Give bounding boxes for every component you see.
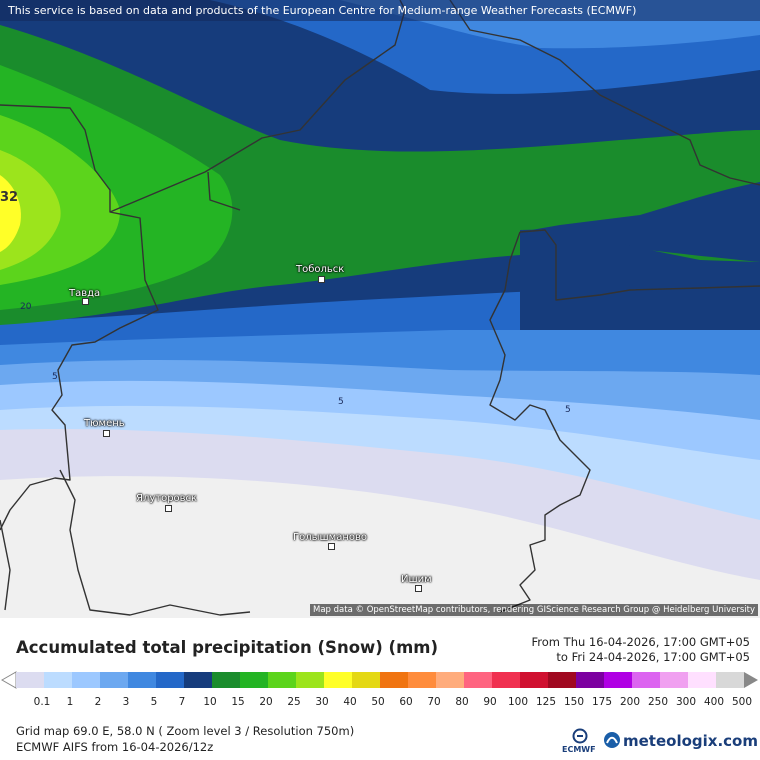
legend-tick-300: 300: [675, 696, 697, 708]
map-title: Accumulated total precipitation (Snow) (…: [16, 638, 439, 657]
band-30: [0, 150, 61, 270]
city-label-tavda: Тавда: [69, 288, 101, 299]
city-marker-ishim: [415, 585, 422, 592]
ecmwf-banner: This service is based on data and produc…: [0, 0, 760, 21]
legend-cell-3: [100, 672, 129, 688]
band-10-east-2: [520, 229, 760, 330]
legend-tick-25: 25: [287, 696, 301, 708]
legend-tick-15: 15: [231, 696, 245, 708]
legend-cell-10: [184, 672, 213, 688]
color-legend: [0, 671, 758, 689]
legend-arrow-max: [744, 672, 758, 688]
legend-tick-40: 40: [343, 696, 357, 708]
legend-cell-250: [632, 672, 661, 688]
legend-cell-80: [436, 672, 465, 688]
legend-tick-200: 200: [619, 696, 641, 708]
legend-tick-7: 7: [178, 696, 186, 708]
legend-cell-1: [44, 672, 73, 688]
legend-cell-60: [380, 672, 409, 688]
legend-tick-10: 10: [203, 696, 217, 708]
legend-cell-5: [128, 672, 157, 688]
legend-tick-50: 50: [371, 696, 385, 708]
legend-tick-0.1: 0.1: [33, 696, 51, 708]
precipitation-map[interactable]: This service is based on data and produc…: [0, 0, 760, 618]
model-info: ECMWF AIFS from 16-04-2026/12z: [16, 740, 214, 754]
contour-label-5-east: 5: [565, 405, 571, 415]
legend-cell-2: [72, 672, 101, 688]
city-label-tobolsk: Тобольск: [296, 264, 345, 275]
region-borders: [0, 0, 760, 616]
legend-cell-100: [492, 672, 521, 688]
legend-tick-20: 20: [259, 696, 273, 708]
legend-cell-15: [212, 672, 241, 688]
legend-tick-125: 125: [535, 696, 557, 708]
legend-cell-7: [156, 672, 185, 688]
city-marker-yalutorovsk: [165, 505, 172, 512]
legend-cell-300: [660, 672, 689, 688]
legend-cell-0.1: [16, 672, 45, 688]
city-marker-golyshmanovo: [328, 543, 335, 550]
legend-cell-20: [240, 672, 269, 688]
legend-cell-200: [604, 672, 633, 688]
legend-tick-150: 150: [563, 696, 585, 708]
legend-tick-175: 175: [591, 696, 613, 708]
legend-tick-60: 60: [399, 696, 413, 708]
legend-tick-labels: 0.1 1 2 3 5 7 10 15 20 25 30 40 50 60 70 80 90 100 125 150 1…: [0, 696, 760, 710]
city-label-tyumen: Тюмень: [84, 418, 125, 429]
legend-cell-50: [352, 672, 381, 688]
meteologix-link[interactable]: meteologix.com: [623, 732, 758, 750]
legend-cell-40: [324, 672, 353, 688]
contour-label-5-west: 5: [52, 372, 58, 382]
map-attribution: Map data © OpenStreetMap contributors, r…: [310, 604, 758, 616]
ecmwf-logo-icon: [572, 728, 588, 744]
legend-tick-250: 250: [647, 696, 669, 708]
legend-cell-150: [548, 672, 577, 688]
legend-tick-30: 30: [315, 696, 329, 708]
city-label-yalutorovsk: Ялуторовск: [136, 493, 198, 504]
legend-cell-500: [716, 672, 745, 688]
legend-cell-400: [688, 672, 717, 688]
period-from: From Thu 16-04-2026, 17:00 GMT+05: [531, 635, 750, 649]
meteologix-logo-icon: [604, 732, 620, 748]
legend-cell-25: [268, 672, 297, 688]
legend-cell-125: [520, 672, 549, 688]
city-label-golyshmanovo: Голышманово: [293, 532, 367, 543]
legend-tick-500: 500: [731, 696, 753, 708]
legend-tick-70: 70: [427, 696, 441, 708]
map-canvas: [0, 0, 760, 618]
peak-value-label: 32: [0, 190, 19, 205]
legend-tick-90: 90: [483, 696, 497, 708]
contour-label-5-center: 5: [338, 397, 344, 407]
grid-info: Grid map 69.0 E, 58.0 N ( Zoom level 3 /…: [16, 724, 355, 738]
band-10-east: [520, 182, 760, 262]
legend-arrow-min: [0, 671, 17, 689]
legend-tick-3: 3: [122, 696, 130, 708]
city-marker-tobolsk: [318, 276, 325, 283]
city-marker-tyumen: [103, 430, 110, 437]
legend-tick-2: 2: [94, 696, 102, 708]
period-to: to Fri 24-04-2026, 17:00 GMT+05: [556, 650, 750, 664]
legend-cell-90: [464, 672, 493, 688]
legend-cell-175: [576, 672, 605, 688]
legend-tick-80: 80: [455, 696, 469, 708]
legend-tick-1: 1: [66, 696, 74, 708]
contour-label-20: 20: [20, 302, 32, 312]
ecmwf-logo-text: ECMWF: [562, 745, 596, 754]
legend-tick-400: 400: [703, 696, 725, 708]
legend-cell-70: [408, 672, 437, 688]
band-40: [0, 175, 21, 252]
city-marker-tavda: [82, 298, 89, 305]
legend-tick-5: 5: [150, 696, 158, 708]
city-label-ishim: Ишим: [401, 574, 432, 585]
legend-tick-100: 100: [507, 696, 529, 708]
legend-cell-30: [296, 672, 325, 688]
